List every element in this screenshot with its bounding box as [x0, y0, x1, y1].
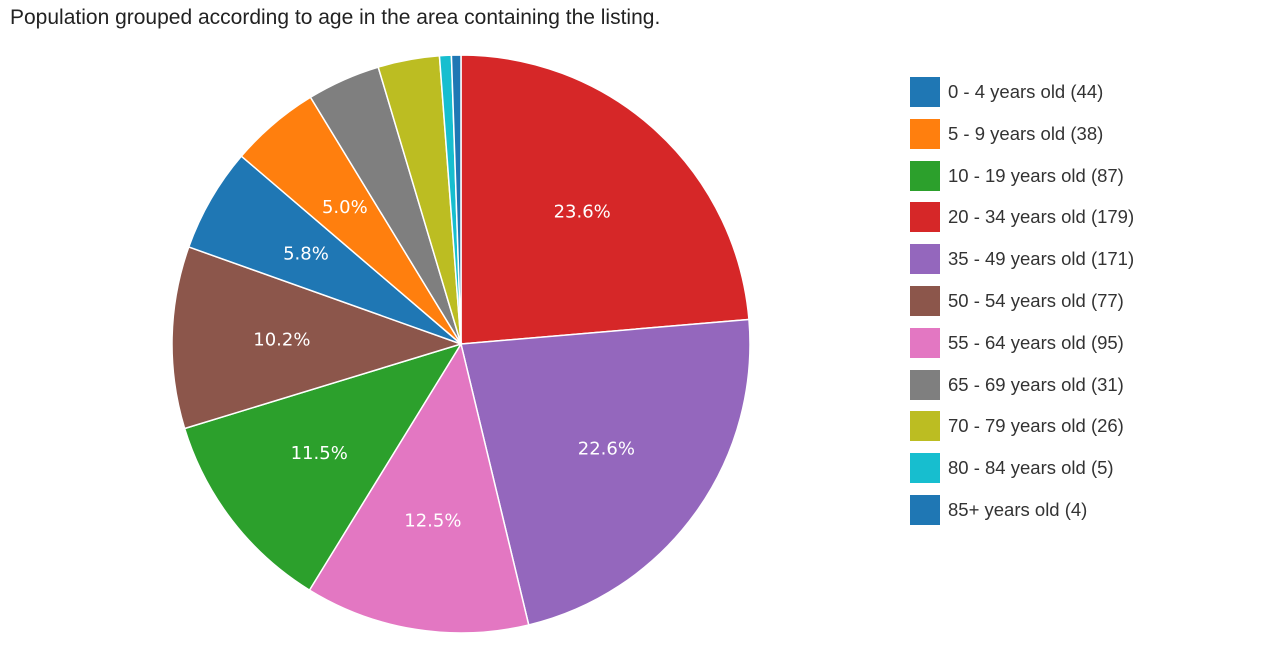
legend-label: 35 - 49 years old (171) — [948, 248, 1135, 270]
legend-item: 65 - 69 years old (31) — [910, 369, 1134, 400]
legend-swatch — [910, 453, 940, 484]
legend-item: 0 - 4 years old (44) — [910, 77, 1134, 107]
slice-percent-label: 22.6% — [578, 438, 635, 459]
legend-item: 85+ years old (4) — [910, 494, 1134, 525]
slice-percent-label: 11.5% — [291, 443, 348, 464]
legend-item: 5 - 9 years old (38) — [910, 118, 1134, 149]
legend-swatch — [910, 244, 940, 275]
legend-swatch — [910, 202, 940, 233]
chart-title: Population grouped according to age in t… — [10, 6, 661, 29]
pie-slice-6 — [308, 342, 530, 634]
legend-swatch — [910, 369, 940, 400]
slice-percent-label: 5.8% — [283, 244, 329, 265]
pie-slice-10 — [450, 54, 462, 345]
pie-slice-2 — [183, 342, 463, 592]
legend-label: 10 - 19 years old (87) — [948, 164, 1124, 186]
legend-swatch — [910, 118, 940, 149]
slice-percent-label: 12.5% — [404, 510, 461, 531]
slice-percent-label: 23.6% — [554, 202, 611, 223]
legend-swatch — [910, 160, 940, 191]
slice-percent-label: 5.0% — [322, 197, 368, 218]
legend-swatch — [910, 77, 940, 107]
legend-label: 80 - 84 years old (5) — [948, 457, 1114, 479]
pie-slice-5 — [171, 246, 464, 430]
legend-item: 35 - 49 years old (171) — [910, 244, 1135, 275]
pie-slice-4 — [460, 318, 751, 626]
legend-label: 70 - 79 years old (26) — [948, 415, 1124, 437]
legend-item: 50 - 54 years old (77) — [910, 285, 1134, 316]
legend-label: 55 - 64 years old (95) — [948, 331, 1124, 353]
legend-swatch — [910, 494, 940, 525]
legend-item: 10 - 19 years old (87) — [910, 160, 1134, 191]
legend-swatch — [910, 327, 940, 358]
legend-item: 80 - 84 years old (5) — [910, 453, 1134, 484]
legend-label: 20 - 34 years old (179) — [948, 206, 1135, 228]
slice-percent-label: 10.2% — [253, 329, 310, 350]
legend-label: 85+ years old (4) — [948, 498, 1088, 520]
legend-label: 5 - 9 years old (38) — [948, 122, 1104, 144]
legend-item: 20 - 34 years old (179) — [910, 202, 1135, 233]
legend-label: 65 - 69 years old (31) — [948, 373, 1124, 395]
legend-item: 70 - 79 years old (26) — [910, 411, 1134, 442]
legend: 0 - 4 years old (44) 5 - 9 years old (38)… — [910, 77, 1134, 537]
legend-label: 50 - 54 years old (77) — [948, 289, 1124, 311]
legend-swatch — [910, 285, 940, 316]
legend-swatch — [910, 411, 940, 442]
legend-label: 0 - 4 years old (44) — [948, 81, 1104, 102]
pie-slice-3 — [460, 54, 750, 345]
legend-item: 55 - 64 years old (95) — [910, 327, 1134, 358]
